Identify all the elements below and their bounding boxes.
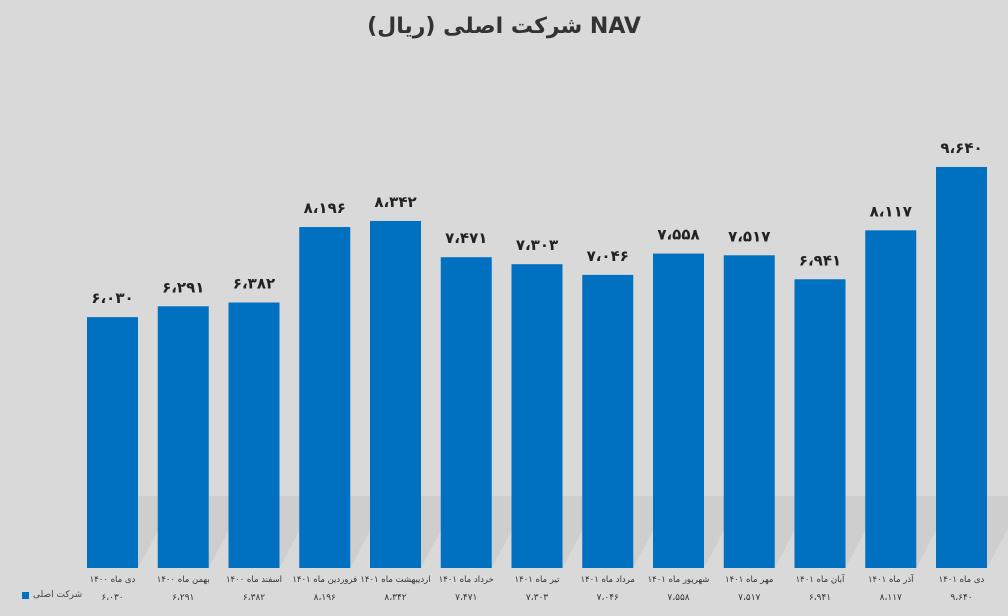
category-label: اسفند ماه ۱۴۰۰: [226, 575, 282, 585]
chart-title: NAV شرکت اصلی (ریال): [367, 14, 641, 39]
bar: [87, 317, 138, 568]
data-label: ۷،۳۰۳: [516, 236, 558, 254]
bar: [440, 257, 492, 568]
category-label: فروردین ماه ۱۴۰۱: [292, 575, 357, 585]
table-value: ۶،۳۸۲: [243, 593, 265, 603]
category-label: خرداد ماه ۱۴۰۱: [439, 575, 494, 585]
category-label: آبان ماه ۱۴۰۱: [796, 573, 845, 585]
category-label: مهر ماه ۱۴۰۱: [725, 575, 773, 585]
data-label: ۹،۶۴۰: [940, 139, 982, 157]
bar: [511, 264, 563, 568]
data-label: ۸،۳۴۲: [374, 193, 416, 211]
category-label: دی ماه ۱۴۰۰: [90, 575, 136, 585]
bar: [865, 230, 917, 568]
bar: [370, 220, 421, 569]
table-value: ۷،۴۷۱: [455, 593, 477, 603]
bar: [299, 227, 351, 569]
bar: [157, 306, 209, 568]
bar: [794, 279, 846, 568]
table-value: ۶،۲۹۱: [172, 593, 194, 603]
data-label: ۷،۵۵۸: [657, 226, 699, 244]
table-value: ۸،۳۴۲: [384, 593, 406, 603]
bar: [582, 274, 634, 568]
table-value: ۶،۹۴۱: [809, 593, 831, 603]
legend-label: شرکت اصلی: [33, 590, 83, 600]
bar: [228, 302, 280, 568]
data-label: ۸،۱۹۶: [304, 199, 346, 217]
category-label: شهریور ماه ۱۴۰۱: [648, 575, 710, 585]
bar: [936, 166, 987, 568]
category-label: مرداد ماه ۱۴۰۱: [581, 575, 635, 585]
category-label: تیر ماه ۱۴۰۱: [515, 575, 561, 585]
category-label: بهمن ماه ۱۴۰۰: [157, 575, 210, 585]
data-label: ۶،۹۴۱: [799, 251, 841, 269]
table-value: ۷،۵۱۷: [738, 593, 760, 603]
category-label: اردیبهشت ماه ۱۴۰۱: [360, 575, 430, 585]
data-label: ۷،۵۱۷: [728, 227, 770, 245]
data-label: ۶،۳۸۲: [233, 275, 275, 293]
legend-swatch: [22, 591, 29, 599]
table-value: ۸،۱۱۷: [880, 593, 902, 603]
table-value: ۷،۵۵۸: [667, 593, 689, 603]
table-value: ۷،۰۴۶: [597, 593, 619, 603]
table-value: ۸،۱۹۶: [314, 593, 336, 603]
table-value: ۹،۶۴۰: [950, 593, 972, 603]
data-label: ۶،۲۹۱: [162, 278, 204, 296]
table-value: ۷،۳۰۳: [526, 593, 548, 603]
bar: [653, 253, 704, 568]
data-label: ۷،۰۴۶: [587, 247, 629, 265]
bar: [723, 255, 775, 569]
data-label: ۷،۴۷۱: [445, 229, 487, 247]
table-value: ۶،۰۳۰: [101, 593, 123, 603]
data-label: ۸،۱۱۷: [870, 202, 912, 220]
category-label: آذر ماه ۱۴۰۱: [868, 573, 914, 585]
category-label: دی ماه ۱۴۰۱: [939, 575, 985, 585]
legend: شرکت اصلی: [22, 590, 82, 600]
data-label: ۶،۰۳۰: [91, 289, 133, 307]
